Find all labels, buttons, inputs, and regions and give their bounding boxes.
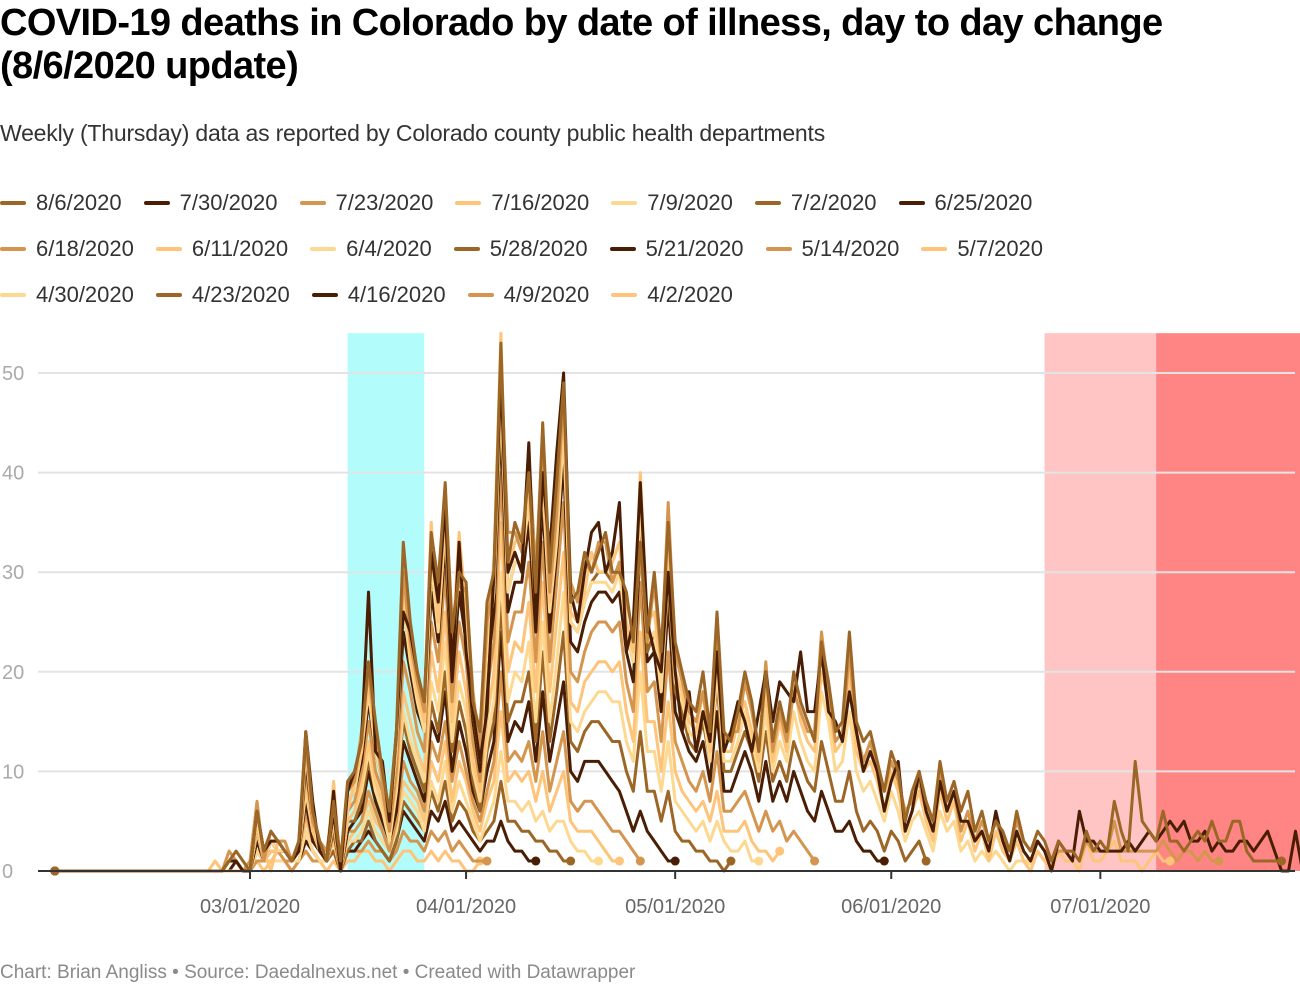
series-end-dot xyxy=(635,856,645,866)
series-end-dot xyxy=(810,856,820,866)
legend-label: 5/14/2020 xyxy=(801,236,900,261)
legend-item[interactable]: 5/21/2020 xyxy=(609,236,744,262)
legend-swatch xyxy=(455,201,482,205)
y-tick-label: 0 xyxy=(2,861,13,883)
chart-footer: Chart: Brian Angliss • Source: Daedalnex… xyxy=(0,962,636,983)
legend-item[interactable]: 4/2/2020 xyxy=(611,282,733,308)
legend-swatch xyxy=(921,247,948,251)
legend-item[interactable]: 6/11/2020 xyxy=(155,236,289,262)
legend-swatch xyxy=(754,201,781,205)
legend-swatch xyxy=(0,247,26,251)
y-tick-label: 20 xyxy=(2,662,24,684)
legend-label: 4/16/2020 xyxy=(347,282,446,307)
legend-label: 8/6/2020 xyxy=(36,190,122,215)
legend-label: 4/2/2020 xyxy=(647,282,733,307)
legend-item[interactable]: 5/7/2020 xyxy=(921,236,1043,262)
legend-swatch xyxy=(143,201,170,205)
legend-swatch xyxy=(155,293,182,297)
chart-subtitle: Weekly (Thursday) data as reported by Co… xyxy=(0,120,826,146)
legend-item[interactable]: 4/9/2020 xyxy=(467,282,590,308)
chart-title: COVID-19 deaths in Colorado by date of i… xyxy=(0,2,1163,87)
legend-label: 6/18/2020 xyxy=(36,236,134,261)
legend-swatch xyxy=(609,247,636,251)
series-end-dot xyxy=(775,846,785,856)
legend-swatch xyxy=(311,293,338,297)
legend-item[interactable]: 7/16/2020 xyxy=(455,190,589,216)
legend-swatch xyxy=(155,247,182,251)
y-tick-label: 10 xyxy=(2,761,24,783)
legend-swatch xyxy=(611,201,638,205)
legend-swatch xyxy=(611,293,638,297)
axes: 03/01/2020 04/01/2020 05/01/2020 06/01/2020… xyxy=(38,870,1295,918)
legend-label: 4/30/2020 xyxy=(36,282,134,307)
legend: 8/6/2020 7/30/2020 7/23/2020 7/16/2020 7/9/2… xyxy=(0,180,1300,318)
series-end-dot xyxy=(1214,856,1224,866)
y-tick-label: 50 xyxy=(2,363,24,385)
series-end-dot xyxy=(754,856,764,866)
legend-swatch xyxy=(310,247,337,251)
legend-label: 5/7/2020 xyxy=(957,236,1044,261)
y-tick-label: 40 xyxy=(2,463,24,485)
series-end-dot xyxy=(921,856,931,866)
legend-swatch xyxy=(299,201,326,205)
x-tick-label: 06/01/2020 xyxy=(841,896,941,918)
series-end-dot xyxy=(726,856,736,866)
legend-label: 7/16/2020 xyxy=(491,190,590,215)
legend-label: 5/21/2020 xyxy=(645,236,744,261)
series-end-dot xyxy=(614,856,624,866)
legend-row: 6/18/2020 6/11/2020 6/4/2020 5/28/2020 5/21/… xyxy=(0,226,1300,272)
series-end-dot xyxy=(594,856,603,866)
series-line[interactable] xyxy=(54,341,1282,873)
x-tick-label: 03/01/2020 xyxy=(200,896,300,918)
legend-item[interactable]: 4/23/2020 xyxy=(155,282,290,308)
legend-label: 6/25/2020 xyxy=(934,190,1033,215)
series-end-dot xyxy=(879,856,889,866)
legend-swatch xyxy=(898,201,925,205)
legend-item[interactable]: 7/2/2020 xyxy=(754,190,877,216)
series-end-dot xyxy=(670,856,680,866)
legend-item[interactable]: 6/4/2020 xyxy=(310,236,432,262)
legend-item[interactable]: 7/9/2020 xyxy=(611,190,733,216)
legend-label: 4/9/2020 xyxy=(503,282,590,307)
legend-label: 5/28/2020 xyxy=(489,236,588,261)
x-tick-label: 05/01/2020 xyxy=(625,896,725,918)
legend-label: 6/11/2020 xyxy=(191,236,289,261)
legend-item[interactable]: 5/28/2020 xyxy=(453,236,588,262)
legend-swatch xyxy=(765,247,792,251)
legend-label: 7/9/2020 xyxy=(647,190,733,215)
series-end-dot xyxy=(1165,856,1175,866)
series-end-dot xyxy=(1277,856,1287,866)
legend-label: 4/23/2020 xyxy=(191,282,290,307)
legend-label: 7/2/2020 xyxy=(790,190,877,215)
legend-swatch xyxy=(0,293,26,297)
legend-item[interactable]: 7/30/2020 xyxy=(143,190,278,216)
x-tick-label: 07/01/2020 xyxy=(1050,896,1150,918)
legend-label: 6/4/2020 xyxy=(346,236,432,261)
legend-item[interactable]: 8/6/2020 xyxy=(0,190,122,216)
legend-item[interactable]: 6/18/2020 xyxy=(0,236,134,262)
legend-swatch xyxy=(0,201,26,205)
highlight-bands xyxy=(347,333,1300,871)
legend-item[interactable]: 4/30/2020 xyxy=(0,282,134,308)
legend-label: 7/30/2020 xyxy=(179,190,278,215)
highlight-band xyxy=(1156,333,1300,871)
legend-swatch xyxy=(467,293,494,297)
series-line[interactable] xyxy=(54,371,1300,873)
legend-label: 7/23/2020 xyxy=(335,190,434,215)
legend-row: 8/6/2020 7/30/2020 7/23/2020 7/16/2020 7/9/2… xyxy=(0,180,1300,226)
legend-item[interactable]: 6/25/2020 xyxy=(898,190,1033,216)
legend-swatch xyxy=(453,247,480,251)
series-end-dot xyxy=(482,856,492,866)
y-tick-label: 30 xyxy=(2,562,24,584)
legend-row: 4/30/2020 4/23/2020 4/16/2020 4/9/2020 4/2/2… xyxy=(0,272,1300,318)
line-chart: 0 10 20 30 40 50 03/01/2020 04/01/2020 05/01/20… xyxy=(2,331,1300,918)
series-end-dot xyxy=(531,856,541,866)
legend-item[interactable]: 4/16/2020 xyxy=(311,282,446,308)
legend-item[interactable]: 7/23/2020 xyxy=(299,190,434,216)
legend-item[interactable]: 5/14/2020 xyxy=(765,236,900,262)
x-tick-label: 04/01/2020 xyxy=(416,896,516,918)
series-end-dot xyxy=(566,856,576,866)
